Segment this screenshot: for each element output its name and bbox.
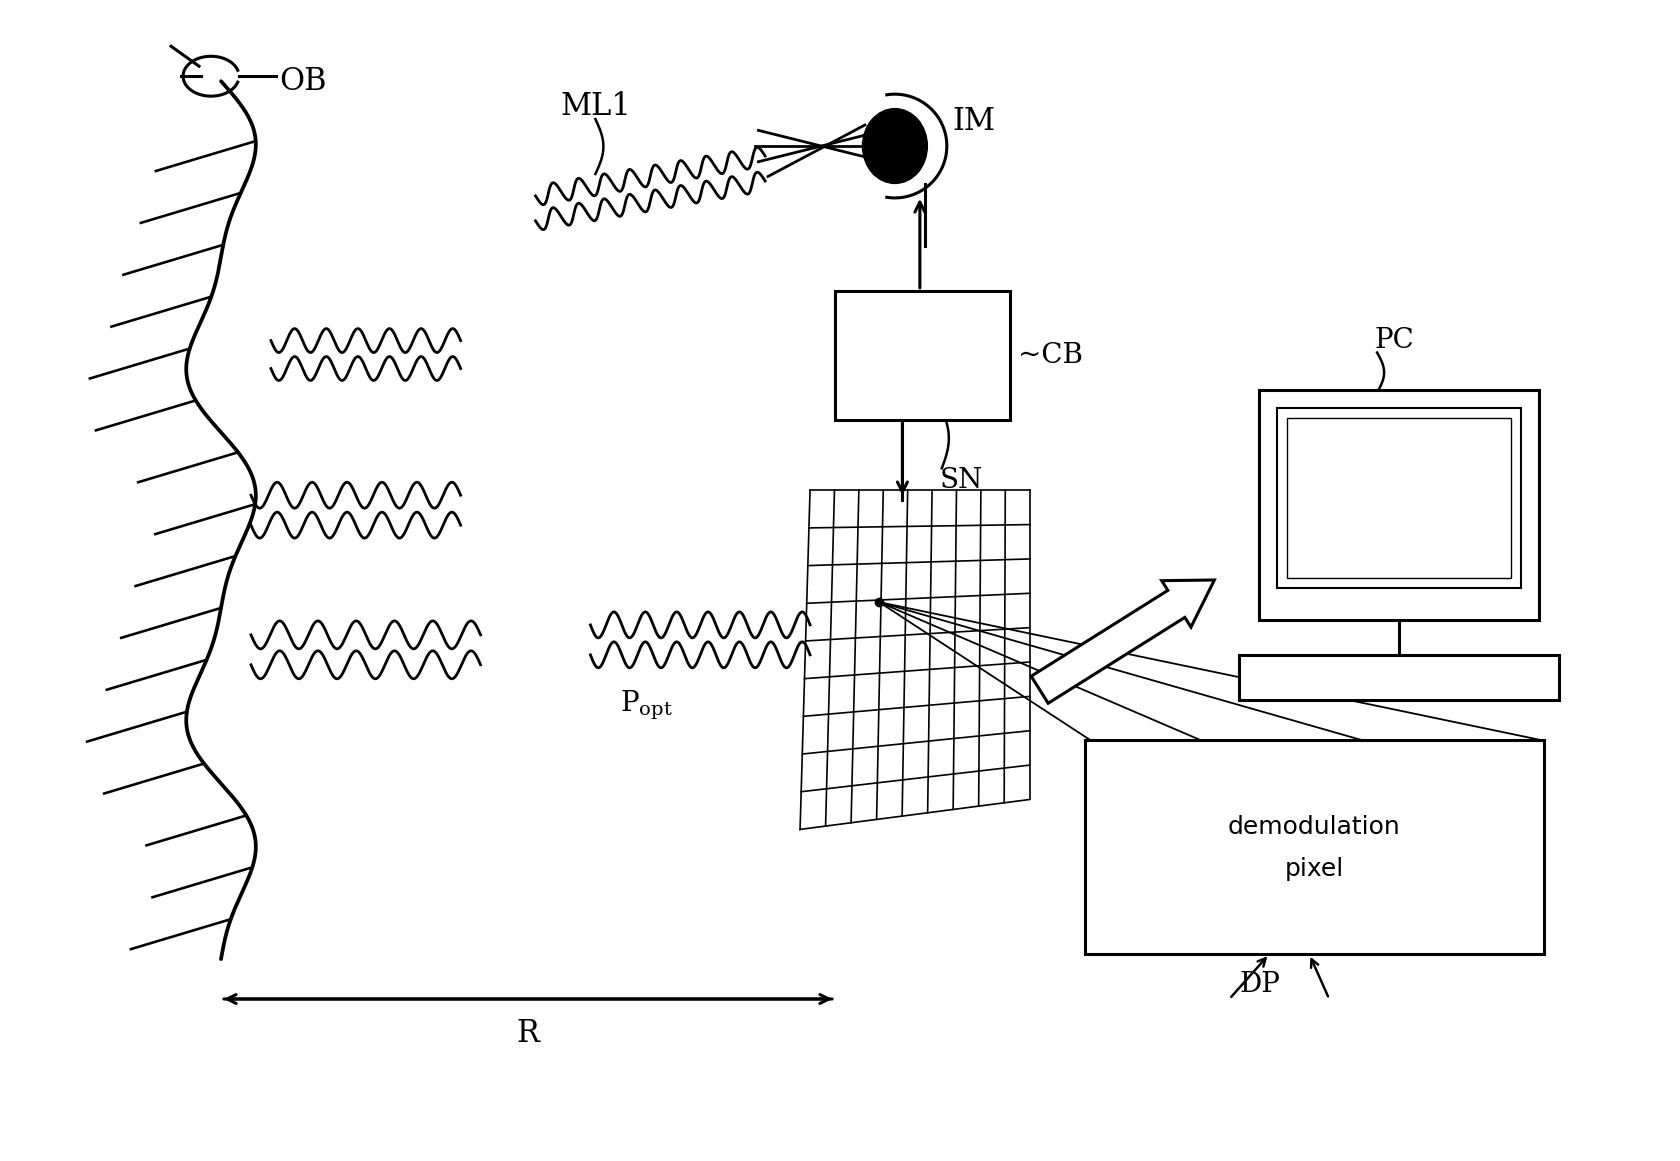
Ellipse shape: [862, 109, 927, 183]
Text: DP: DP: [1238, 971, 1280, 997]
Text: R: R: [516, 1018, 539, 1050]
Text: ~CB: ~CB: [1016, 342, 1082, 369]
Text: demodulation: demodulation: [1226, 815, 1399, 839]
Text: SN: SN: [939, 467, 983, 493]
Bar: [1084, 740, 1542, 954]
Text: pixel: pixel: [1284, 857, 1342, 881]
Bar: [1287, 418, 1510, 578]
Bar: [1238, 655, 1557, 700]
Text: PC: PC: [1373, 327, 1413, 354]
Text: P$_{\mathregular{opt}}$: P$_{\mathregular{opt}}$: [620, 688, 672, 721]
Bar: [1258, 390, 1537, 620]
Text: IM: IM: [953, 106, 995, 137]
Bar: [1277, 409, 1520, 587]
Bar: [835, 290, 1010, 420]
Text: OB: OB: [279, 66, 326, 96]
FancyArrow shape: [1030, 580, 1213, 704]
Text: ML1: ML1: [559, 91, 632, 122]
